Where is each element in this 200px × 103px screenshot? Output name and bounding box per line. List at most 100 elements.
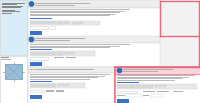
Bar (115, 67, 200, 103)
Bar (28, 0, 160, 103)
Bar (30, 26, 48, 29)
Bar (2, 3, 24, 4)
Bar (118, 85, 123, 88)
Bar (76, 22, 79, 24)
Bar (38, 84, 43, 87)
Bar (30, 31, 42, 35)
Bar (38, 21, 43, 24)
Bar (28, 43, 160, 67)
Bar (2, 4, 16, 5)
Bar (50, 21, 56, 24)
Bar (30, 20, 100, 25)
Bar (57, 52, 62, 55)
Bar (30, 79, 90, 80)
Bar (117, 82, 139, 83)
Bar (30, 47, 110, 48)
Bar (163, 85, 166, 87)
Bar (28, 8, 160, 38)
Bar (30, 70, 80, 71)
Bar (44, 52, 50, 55)
Bar (30, 9, 130, 10)
Bar (30, 62, 42, 66)
Bar (1, 59, 11, 60)
Bar (30, 11, 125, 12)
Bar (30, 74, 110, 75)
Bar (31, 84, 36, 87)
Bar (30, 18, 52, 19)
Bar (54, 57, 64, 58)
Bar (64, 52, 67, 54)
Bar (34, 68, 94, 70)
Bar (80, 22, 83, 24)
Bar (117, 80, 175, 81)
Bar (66, 84, 69, 86)
Bar (31, 52, 36, 55)
Bar (30, 77, 98, 78)
Bar (155, 85, 158, 87)
Bar (30, 57, 48, 60)
Bar (0, 56, 27, 103)
Circle shape (29, 37, 34, 42)
Bar (117, 84, 197, 88)
Bar (62, 84, 65, 86)
Bar (30, 68, 33, 70)
Bar (30, 90, 44, 92)
Bar (50, 52, 56, 55)
Bar (148, 85, 153, 88)
Bar (38, 52, 43, 55)
Bar (117, 91, 137, 93)
Bar (66, 57, 76, 58)
Bar (143, 94, 149, 96)
Bar (139, 91, 141, 93)
Bar (1, 57, 9, 58)
Bar (44, 21, 50, 24)
Bar (30, 14, 115, 15)
Bar (28, 0, 160, 8)
Bar (68, 52, 71, 54)
Bar (124, 85, 129, 88)
Bar (30, 49, 52, 50)
Bar (117, 75, 195, 76)
Bar (58, 84, 61, 86)
Bar (28, 36, 160, 43)
Bar (50, 84, 56, 87)
Bar (30, 15, 110, 16)
Bar (30, 51, 95, 56)
Bar (2, 10, 14, 11)
Bar (50, 57, 53, 60)
Bar (30, 44, 130, 45)
Bar (46, 90, 54, 91)
Bar (159, 85, 162, 87)
Bar (126, 94, 142, 97)
Bar (35, 2, 90, 4)
Bar (123, 69, 173, 70)
Bar (72, 52, 75, 54)
Bar (72, 22, 75, 24)
Bar (117, 99, 129, 102)
Bar (28, 67, 160, 73)
Bar (157, 91, 169, 92)
Bar (142, 85, 147, 88)
Bar (31, 21, 36, 24)
Circle shape (29, 2, 34, 6)
Bar (115, 74, 200, 103)
Bar (28, 73, 114, 103)
Bar (117, 94, 125, 96)
Bar (173, 91, 183, 92)
Bar (123, 71, 158, 72)
Bar (57, 21, 62, 24)
Bar (30, 12, 120, 13)
Bar (30, 81, 52, 82)
Bar (50, 26, 55, 29)
Bar (2, 11, 20, 12)
Bar (5, 64, 22, 79)
Bar (44, 84, 50, 87)
Circle shape (117, 68, 122, 73)
Bar (136, 85, 141, 88)
Bar (117, 78, 182, 79)
Bar (0, 0, 27, 55)
Bar (35, 40, 70, 41)
Bar (2, 7, 21, 8)
Bar (143, 91, 155, 92)
Bar (30, 83, 85, 88)
